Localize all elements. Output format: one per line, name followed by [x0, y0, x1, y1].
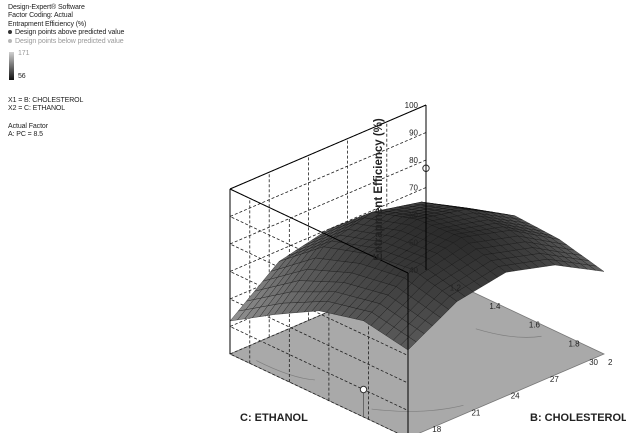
- above-legend-entry: Design points above predicted value: [8, 29, 183, 37]
- z-tick-label: 60: [409, 211, 418, 220]
- x2-factor: X2 = C: ETHANOL: [8, 105, 66, 113]
- software-name: Design-Expert® Software: [8, 4, 85, 11]
- y-tick-label: 30: [589, 358, 598, 367]
- factor-coding: Factor Coding: Actual: [8, 12, 73, 20]
- actual-factor-title: Actual Factor: [8, 122, 48, 130]
- floor-contour-line: [371, 404, 464, 412]
- actual-factor-value: A: PC = 8.5: [8, 131, 43, 139]
- color-scale-max: 171: [18, 50, 30, 58]
- floor-contour-line: [475, 328, 542, 338]
- x1-factor: X1 = B: CHOLESTEROL: [8, 97, 84, 105]
- y-tick-label: 18: [432, 425, 441, 433]
- color-scale-bar: [9, 52, 14, 81]
- z-axis-title: Entrapment Efficiency (%): [373, 118, 385, 261]
- z-gridline: [229, 132, 427, 301]
- y-tick-label: 21: [471, 408, 480, 417]
- design-point-marker: [359, 385, 368, 394]
- x-axis-title: B: CHOLESTEROL: [530, 412, 626, 424]
- y-tick-label: 27: [550, 375, 559, 384]
- z-gridline: [229, 187, 427, 356]
- below-legend-label: Design points below predicted value: [15, 37, 124, 45]
- axis-frame-edge: [229, 104, 427, 190]
- y-tick-label: 24: [511, 392, 520, 401]
- z-tick-label: 80: [409, 156, 418, 165]
- z-gridline: [229, 159, 427, 329]
- response-name: Entrapment Efficiency (%): [8, 20, 87, 28]
- axis-frame-edge: [229, 188, 409, 274]
- light-dot-icon: [8, 38, 12, 43]
- below-legend-entry: Design points below predicted value: [8, 38, 183, 46]
- z-tick-label: 90: [409, 129, 418, 138]
- color-scale: 171 56: [8, 50, 183, 82]
- z-tick-label: 50: [409, 239, 418, 248]
- x-tick-label: 1.8: [568, 339, 580, 348]
- above-legend-label: Design points above predicted value: [15, 29, 125, 37]
- x-tick-label: 1.6: [529, 321, 541, 330]
- dark-dot-icon: [8, 30, 12, 35]
- x-tick-label: 1.4: [489, 302, 501, 311]
- z-tick-label: 40: [409, 266, 418, 275]
- legend-panel: Design-Expert® Software Factor Coding: A…: [8, 4, 183, 140]
- y-axis-title: C: ETHANOL: [240, 412, 308, 424]
- x-tick-label: 2: [608, 358, 613, 367]
- x-tick-label: 1.2: [450, 283, 462, 292]
- z-tick-label: 70: [409, 184, 418, 193]
- z-tick-label: 100: [405, 101, 419, 110]
- color-scale-min: 56: [18, 73, 26, 81]
- floor-contour-line: [256, 360, 315, 381]
